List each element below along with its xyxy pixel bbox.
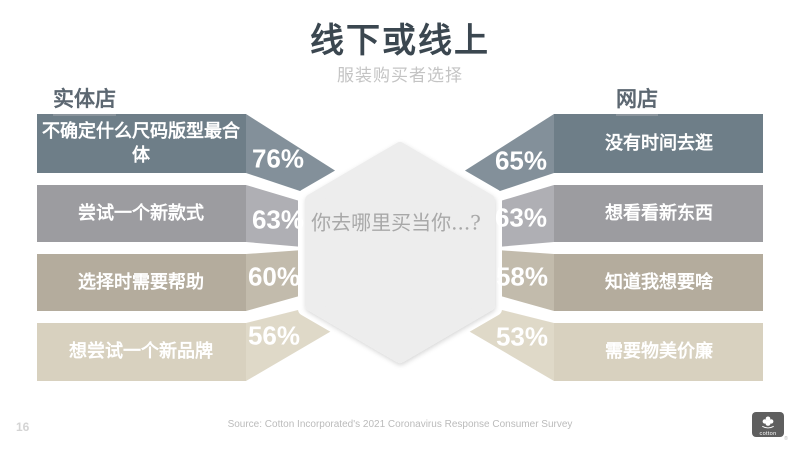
bar-online-1-body <box>554 114 763 173</box>
bar-online-2-tip <box>497 185 554 247</box>
cotton-leaf-icon <box>762 425 774 429</box>
value-online-1: 65% <box>494 145 548 176</box>
source-note: Source: Cotton Incorporated's 2021 Coron… <box>227 419 573 430</box>
center-question: 你去哪里买当你...? <box>311 210 481 235</box>
cotton-boll-icon <box>762 416 774 426</box>
column-header-physical-store: 实体店 <box>53 83 116 116</box>
bar-physical-2-tip <box>246 185 303 247</box>
value-online-3: 58% <box>495 261 549 292</box>
slide-subtitle: 服装购买者选择 <box>337 66 463 85</box>
bar-physical-3-body <box>37 254 246 311</box>
bar-online-4-body <box>554 323 763 381</box>
bar-label-physical-2: 尝试一个新款式 <box>78 202 204 223</box>
value-physical-1: 76% <box>251 143 305 174</box>
bar-physical-1-body <box>37 114 246 173</box>
value-online-4: 53% <box>495 321 549 352</box>
cotton-logo: cotton ® <box>752 412 788 442</box>
bar-label-online-1: 没有时间去逛 <box>605 132 713 153</box>
slide-title: 线下或线上 <box>310 21 490 61</box>
bar-physical-4-tip <box>246 308 340 381</box>
bar-online-3-body <box>554 254 763 311</box>
bar-label-physical-1: 不确定什么尺码版型最合体 <box>42 121 240 165</box>
value-physical-2: 63% <box>251 204 305 235</box>
bar-label-physical-4: 想尝试一个新品牌 <box>69 341 213 362</box>
value-physical-4: 56% <box>247 320 301 351</box>
bar-online-3-tip <box>497 250 554 311</box>
bar-physical-3-tip <box>246 250 303 311</box>
bar-online-1-tip <box>458 114 554 193</box>
bar-physical-4-body <box>37 323 246 381</box>
bar-online-2-body <box>554 185 763 242</box>
bar-physical-2-body <box>37 185 246 242</box>
value-physical-3: 60% <box>247 261 301 292</box>
bar-label-online-3: 知道我想要啥 <box>605 271 713 292</box>
cotton-logo-text: cotton <box>759 431 776 437</box>
hexagon-center <box>305 142 495 363</box>
bar-physical-1-tip <box>246 114 342 193</box>
column-header-online-store: 网店 <box>616 83 658 116</box>
page-number: 16 <box>16 420 30 434</box>
bar-online-4-tip <box>460 308 554 381</box>
value-online-2: 63% <box>494 202 548 233</box>
bar-label-online-4: 需要物美价廉 <box>605 341 713 362</box>
registered-mark: ® <box>784 435 788 442</box>
bar-label-physical-3: 选择时需要帮助 <box>78 271 204 292</box>
bar-label-online-2: 想看看新东西 <box>605 202 713 223</box>
